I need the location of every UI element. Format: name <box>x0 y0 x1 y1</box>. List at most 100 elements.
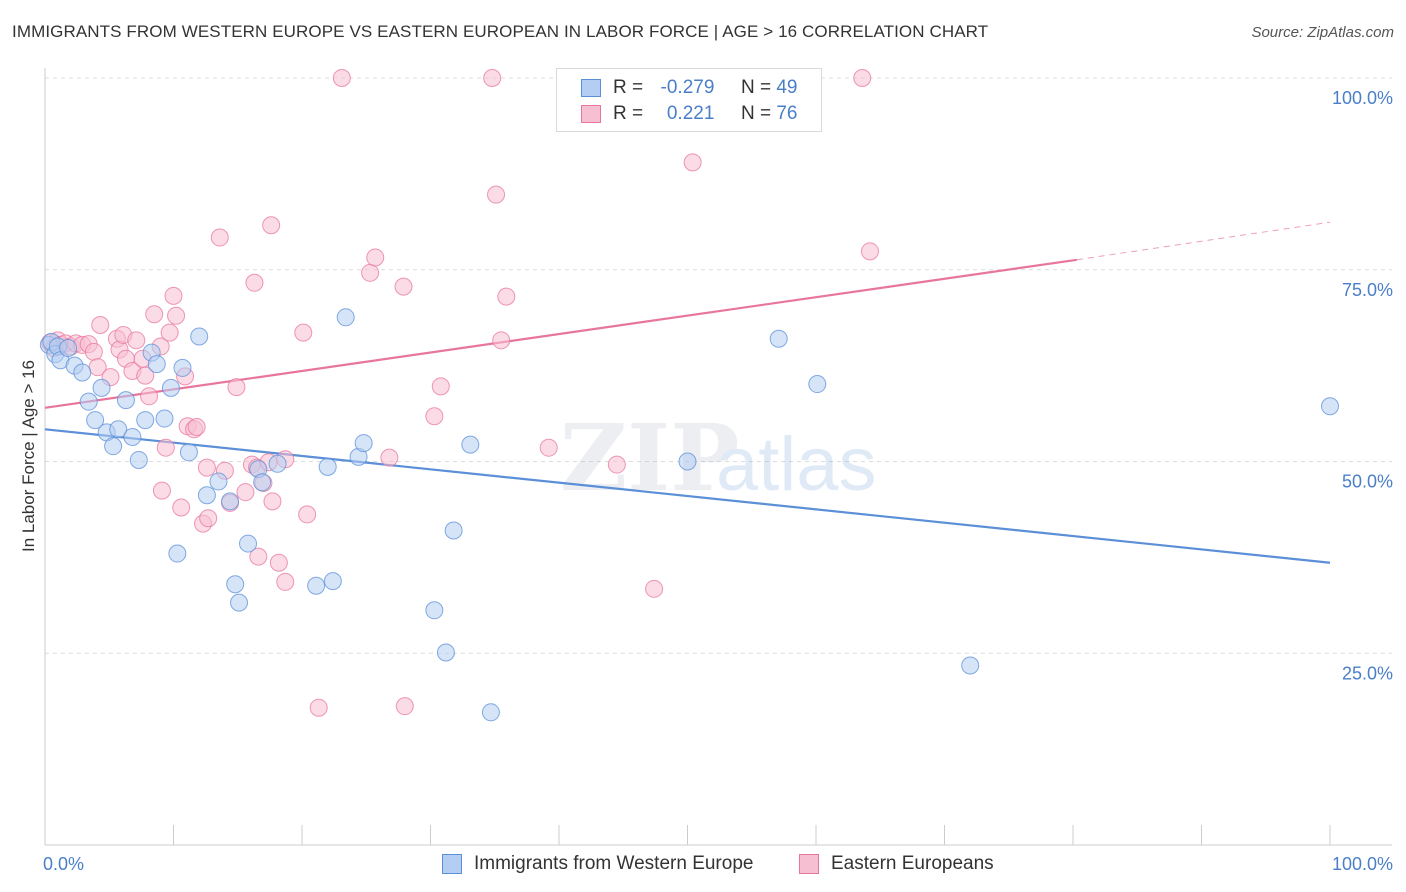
watermark-zip: ZIP <box>560 404 739 512</box>
point-western-europe <box>161 378 180 397</box>
point-eastern-european <box>269 553 288 572</box>
point-eastern-european <box>263 492 282 511</box>
point-eastern-european <box>298 505 317 524</box>
point-western-europe <box>73 363 92 382</box>
point-western-europe <box>226 575 245 594</box>
point-eastern-european <box>199 509 218 528</box>
point-western-europe <box>253 473 272 492</box>
legend-n-value-western: 49 <box>776 77 798 98</box>
point-western-europe <box>179 443 198 462</box>
y-tick-label: 75.0% <box>1342 280 1393 300</box>
source-label: Source: ZipAtlas.com <box>1251 24 1394 41</box>
point-western-europe <box>190 327 209 346</box>
x-tick-label: 100.0% <box>1332 854 1393 874</box>
point-eastern-european <box>309 698 328 717</box>
point-eastern-european <box>172 498 191 517</box>
bottom-legend-swatch-blue <box>442 854 462 874</box>
point-western-europe <box>336 308 355 327</box>
tick-labels: 25.0% 50.0% 75.0% 100.0% 0.0% 100.0% <box>43 88 1393 874</box>
point-eastern-european <box>645 579 664 598</box>
point-eastern-european <box>262 216 281 235</box>
data-points <box>39 69 1339 722</box>
y-tick-label: 50.0% <box>1342 472 1393 492</box>
point-western-europe <box>129 450 148 469</box>
point-western-europe <box>808 375 827 394</box>
y-tick-label: 25.0% <box>1342 663 1393 683</box>
point-eastern-european <box>91 315 110 334</box>
point-western-europe <box>209 472 228 491</box>
point-eastern-european <box>276 572 295 591</box>
legend-r-value-eastern: 0.221 <box>666 103 715 124</box>
point-western-europe <box>481 703 500 722</box>
point-eastern-european <box>853 69 872 87</box>
legend-n-label: N = <box>740 77 772 98</box>
grid-lines <box>45 77 1392 654</box>
point-eastern-european <box>167 306 186 325</box>
legend-r-value-western: -0.279 <box>660 77 715 98</box>
trend-lines <box>44 221 1331 564</box>
point-eastern-european <box>127 331 146 350</box>
bottom-legend-swatch-pink <box>799 854 819 874</box>
point-western-europe <box>155 409 174 428</box>
point-western-europe <box>461 435 480 454</box>
legend-n-label: N = <box>740 103 772 124</box>
point-eastern-european <box>497 287 516 306</box>
point-eastern-european <box>395 697 414 716</box>
point-eastern-european <box>860 242 879 261</box>
legend-swatch-blue <box>581 79 601 97</box>
point-eastern-european <box>187 417 206 436</box>
point-eastern-european <box>84 342 103 361</box>
point-eastern-european <box>394 277 413 296</box>
point-western-europe <box>678 452 697 471</box>
watermark: ZIP atlas <box>560 404 877 512</box>
point-western-europe <box>147 355 166 374</box>
bottom-legend-label-western: Immigrants from Western Europe <box>474 853 754 874</box>
point-western-europe <box>136 411 155 430</box>
point-eastern-european <box>164 286 183 305</box>
point-eastern-european <box>366 248 385 267</box>
point-western-europe <box>104 437 123 456</box>
point-western-europe <box>354 434 373 453</box>
point-western-europe <box>92 378 111 397</box>
point-western-europe <box>168 544 187 563</box>
bottom-legend-label-eastern: Eastern Europeans <box>831 853 994 874</box>
point-eastern-european <box>332 69 351 87</box>
stats-legend: R = -0.279 N = 49 R = 0.221 N = 76 <box>556 68 822 132</box>
point-western-europe <box>268 454 287 473</box>
point-western-europe <box>1321 397 1339 416</box>
point-western-europe <box>307 576 326 595</box>
point-western-europe <box>221 492 240 511</box>
y-tick-label: 100.0% <box>1332 88 1393 108</box>
point-western-europe <box>109 420 128 439</box>
point-western-europe <box>444 521 463 540</box>
x-tick-label: 0.0% <box>43 854 84 874</box>
point-western-europe <box>59 338 78 357</box>
watermark-atlas: atlas <box>716 422 877 507</box>
point-eastern-european <box>607 455 626 474</box>
point-eastern-european <box>249 547 268 566</box>
legend-r-label: R = <box>613 103 644 124</box>
point-western-europe <box>116 391 135 410</box>
point-eastern-european <box>136 366 155 385</box>
point-eastern-european <box>227 378 246 397</box>
point-western-europe <box>86 411 105 430</box>
point-eastern-european <box>483 69 502 87</box>
legend-n-value-eastern: 76 <box>776 103 798 124</box>
point-eastern-european <box>156 438 175 457</box>
point-eastern-european <box>487 185 506 204</box>
point-western-europe <box>239 534 258 553</box>
legend-r-label: R = <box>613 77 644 98</box>
point-eastern-european <box>145 305 164 324</box>
trend-line-eastern <box>44 258 1078 409</box>
point-eastern-european <box>492 331 511 350</box>
point-western-europe <box>197 486 216 505</box>
point-western-europe <box>123 427 142 446</box>
point-western-europe <box>230 593 249 612</box>
point-eastern-european <box>245 273 264 292</box>
point-western-europe <box>961 656 980 675</box>
point-eastern-european <box>425 407 444 426</box>
point-eastern-european <box>140 387 159 406</box>
point-western-europe <box>173 358 192 377</box>
y-axis-label: In Labor Force | Age > 16 <box>19 360 38 552</box>
